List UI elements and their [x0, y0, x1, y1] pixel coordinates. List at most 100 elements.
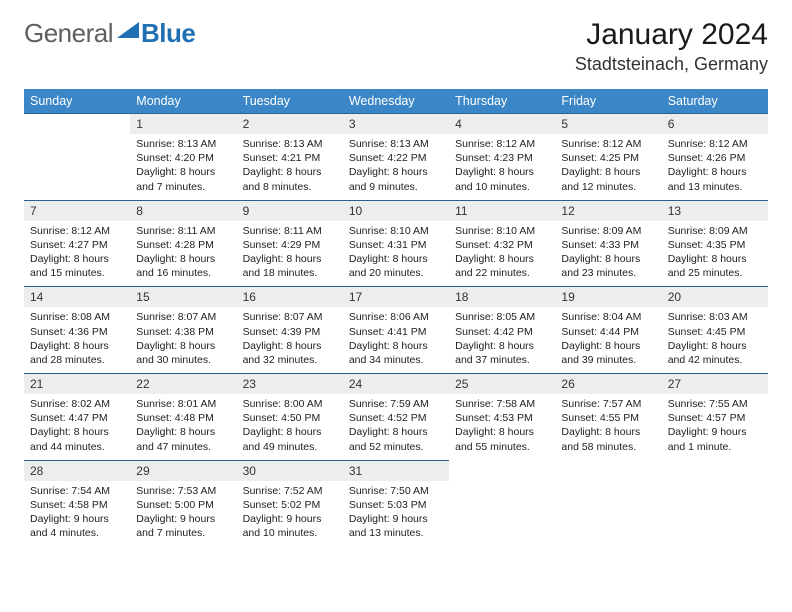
daylight-line: Daylight: 8 hours and 16 minutes. [136, 252, 230, 280]
sunset-line: Sunset: 4:47 PM [30, 411, 124, 425]
day-number: 28 [24, 460, 130, 481]
logo-mark-icon [117, 20, 139, 47]
sunrise-line: Sunrise: 7:50 AM [349, 484, 443, 498]
weekday-header: Tuesday [237, 89, 343, 113]
day-number [24, 113, 130, 134]
day-number: 10 [343, 200, 449, 221]
calendar-cell: 21 Sunrise: 8:02 AMSunset: 4:47 PMDayligh… [24, 373, 130, 460]
day-number: 27 [662, 373, 768, 394]
sunrise-line: Sunrise: 8:07 AM [243, 310, 337, 324]
day-info: Sunrise: 8:08 AMSunset: 4:36 PMDaylight:… [30, 310, 124, 367]
calendar-cell: 11 Sunrise: 8:10 AMSunset: 4:32 PMDayligh… [449, 200, 555, 287]
calendar-cell: 7Sunrise: 8:12 AMSunset: 4:27 PMDaylight… [24, 200, 130, 287]
day-number: 30 [237, 460, 343, 481]
sunrise-line: Sunrise: 8:04 AM [561, 310, 655, 324]
day-info: Sunrise: 7:52 AMSunset: 5:02 PMDaylight:… [243, 484, 337, 541]
sunrise-line: Sunrise: 7:59 AM [349, 397, 443, 411]
day-number: 16 [237, 286, 343, 307]
sunrise-line: Sunrise: 8:12 AM [455, 137, 549, 151]
sunrise-line: Sunrise: 7:58 AM [455, 397, 549, 411]
sunset-line: Sunset: 4:57 PM [668, 411, 762, 425]
sunrise-line: Sunrise: 8:03 AM [668, 310, 762, 324]
calendar-cell: 10 Sunrise: 8:10 AMSunset: 4:31 PMDayligh… [343, 200, 449, 287]
sunset-line: Sunset: 4:25 PM [561, 151, 655, 165]
day-info: Sunrise: 7:53 AMSunset: 5:00 PMDaylight:… [136, 484, 230, 541]
logo: General Blue [24, 18, 195, 49]
sunset-line: Sunset: 4:35 PM [668, 238, 762, 252]
sunrise-line: Sunrise: 8:12 AM [30, 224, 124, 238]
sunrise-line: Sunrise: 8:12 AM [668, 137, 762, 151]
daylight-line: Daylight: 8 hours and 18 minutes. [243, 252, 337, 280]
day-info: Sunrise: 7:58 AMSunset: 4:53 PMDaylight:… [455, 397, 549, 454]
day-number: 18 [449, 286, 555, 307]
sunset-line: Sunset: 4:33 PM [561, 238, 655, 252]
day-number: 14 [24, 286, 130, 307]
daylight-line: Daylight: 8 hours and 37 minutes. [455, 339, 549, 367]
daylight-line: Daylight: 8 hours and 9 minutes. [349, 165, 443, 193]
calendar-cell: 16 Sunrise: 8:07 AMSunset: 4:39 PMDayligh… [237, 286, 343, 373]
day-info: Sunrise: 7:50 AMSunset: 5:03 PMDaylight:… [349, 484, 443, 541]
daylight-line: Daylight: 8 hours and 13 minutes. [668, 165, 762, 193]
daylight-line: Daylight: 9 hours and 13 minutes. [349, 512, 443, 540]
calendar-cell: 8Sunrise: 8:11 AMSunset: 4:28 PMDaylight… [130, 200, 236, 287]
day-info: Sunrise: 7:59 AMSunset: 4:52 PMDaylight:… [349, 397, 443, 454]
day-info: Sunrise: 7:54 AMSunset: 4:58 PMDaylight:… [30, 484, 124, 541]
day-info: Sunrise: 8:00 AMSunset: 4:50 PMDaylight:… [243, 397, 337, 454]
day-info: Sunrise: 8:09 AMSunset: 4:35 PMDaylight:… [668, 224, 762, 281]
day-info: Sunrise: 7:55 AMSunset: 4:57 PMDaylight:… [668, 397, 762, 454]
calendar-cell: 28 Sunrise: 7:54 AMSunset: 4:58 PMDayligh… [24, 460, 130, 547]
daylight-line: Daylight: 8 hours and 58 minutes. [561, 425, 655, 453]
sunrise-line: Sunrise: 8:13 AM [243, 137, 337, 151]
day-number: 21 [24, 373, 130, 394]
sunrise-line: Sunrise: 8:01 AM [136, 397, 230, 411]
sunrise-line: Sunrise: 8:02 AM [30, 397, 124, 411]
day-info: Sunrise: 8:10 AMSunset: 4:32 PMDaylight:… [455, 224, 549, 281]
day-info: Sunrise: 8:07 AMSunset: 4:39 PMDaylight:… [243, 310, 337, 367]
daylight-line: Daylight: 8 hours and 7 minutes. [136, 165, 230, 193]
day-info: Sunrise: 8:01 AMSunset: 4:48 PMDaylight:… [136, 397, 230, 454]
sunset-line: Sunset: 4:53 PM [455, 411, 549, 425]
calendar-cell: 20Sunrise: 8:03 AMSunset: 4:45 PMDayligh… [662, 286, 768, 373]
sunrise-line: Sunrise: 8:10 AM [349, 224, 443, 238]
calendar-cell: 3Sunrise: 8:13 AMSunset: 4:22 PMDaylight… [343, 113, 449, 200]
day-number: 6 [662, 113, 768, 134]
daylight-line: Daylight: 8 hours and 44 minutes. [30, 425, 124, 453]
day-number: 29 [130, 460, 236, 481]
sunset-line: Sunset: 5:02 PM [243, 498, 337, 512]
day-info: Sunrise: 8:06 AMSunset: 4:41 PMDaylight:… [349, 310, 443, 367]
calendar-cell: 6Sunrise: 8:12 AMSunset: 4:26 PMDaylight… [662, 113, 768, 200]
calendar-cell: 26Sunrise: 7:57 AMSunset: 4:55 PMDayligh… [555, 373, 661, 460]
daylight-line: Daylight: 8 hours and 52 minutes. [349, 425, 443, 453]
weekday-header: Saturday [662, 89, 768, 113]
day-info: Sunrise: 8:13 AMSunset: 4:20 PMDaylight:… [136, 137, 230, 194]
calendar-cell: 30 Sunrise: 7:52 AMSunset: 5:02 PMDayligh… [237, 460, 343, 547]
day-number: 1 [130, 113, 236, 134]
page-title: January 2024 [575, 18, 768, 52]
calendar-cell: 27 Sunrise: 7:55 AMSunset: 4:57 PMDayligh… [662, 373, 768, 460]
day-info: Sunrise: 8:03 AMSunset: 4:45 PMDaylight:… [668, 310, 762, 367]
sunset-line: Sunset: 4:48 PM [136, 411, 230, 425]
day-number: 8 [130, 200, 236, 221]
calendar-cell: 12 Sunrise: 8:09 AMSunset: 4:33 PMDayligh… [555, 200, 661, 287]
daylight-line: Daylight: 8 hours and 23 minutes. [561, 252, 655, 280]
weekday-header: Thursday [449, 89, 555, 113]
day-number: 11 [449, 200, 555, 221]
sunrise-line: Sunrise: 8:10 AM [455, 224, 549, 238]
day-number: 13 [662, 200, 768, 221]
day-number: 12 [555, 200, 661, 221]
sunrise-line: Sunrise: 8:05 AM [455, 310, 549, 324]
daylight-line: Daylight: 8 hours and 22 minutes. [455, 252, 549, 280]
calendar-cell [662, 460, 768, 547]
daylight-line: Daylight: 8 hours and 42 minutes. [668, 339, 762, 367]
sunrise-line: Sunrise: 8:13 AM [136, 137, 230, 151]
calendar-week-row: 7Sunrise: 8:12 AMSunset: 4:27 PMDaylight… [24, 200, 768, 287]
day-info: Sunrise: 8:10 AMSunset: 4:31 PMDaylight:… [349, 224, 443, 281]
sunrise-line: Sunrise: 8:09 AM [561, 224, 655, 238]
day-info: Sunrise: 8:12 AMSunset: 4:23 PMDaylight:… [455, 137, 549, 194]
day-info: Sunrise: 8:12 AMSunset: 4:25 PMDaylight:… [561, 137, 655, 194]
weekday-header: Monday [130, 89, 236, 113]
daylight-line: Daylight: 8 hours and 25 minutes. [668, 252, 762, 280]
daylight-line: Daylight: 8 hours and 28 minutes. [30, 339, 124, 367]
sunset-line: Sunset: 4:50 PM [243, 411, 337, 425]
day-number: 4 [449, 113, 555, 134]
